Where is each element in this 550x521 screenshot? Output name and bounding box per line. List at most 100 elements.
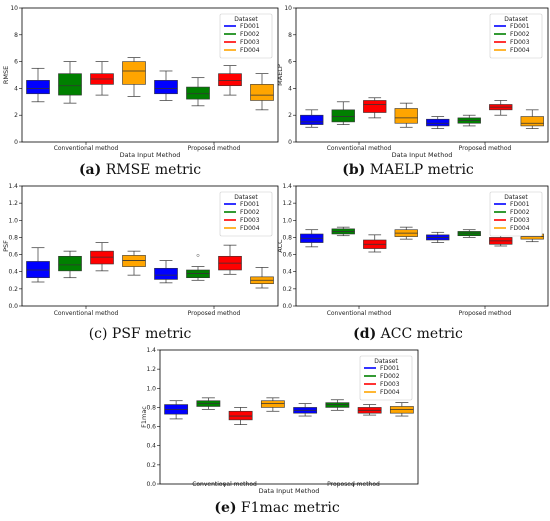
x-tick-label: Conventional method: [327, 310, 392, 317]
y-tick-label: 10: [284, 5, 292, 12]
legend-label-FD002: FD002: [510, 31, 530, 38]
x-tick-label: Conventional method: [327, 145, 392, 152]
box-FD004-1: [122, 57, 146, 97]
box-FD004-1: [394, 226, 418, 240]
y-axis-label: F1mac: [140, 406, 148, 428]
y-tick-label: 1.0: [146, 385, 156, 392]
legend-label-FD001: FD001: [510, 23, 530, 30]
plot-frame: [21, 7, 279, 143]
box-body: [457, 231, 481, 237]
caption: (b) MAELP metric: [342, 162, 474, 178]
box-FD003-1: [228, 407, 253, 426]
box-FD004-2: [389, 402, 414, 417]
box-FD004-1: [260, 397, 285, 412]
box-FD002-2: [186, 253, 210, 281]
y-tick-label: 1.0: [282, 217, 292, 224]
y-tick-label: 0.4: [146, 443, 156, 450]
box-FD001-2: [154, 70, 178, 101]
box-FD001-2: [426, 231, 450, 243]
y-tick-label: 6: [14, 59, 18, 66]
box-FD002-1: [58, 61, 82, 104]
chart-panel-3: 0.0 0.2 0.4 0.6 0.8 1.0 1.2 1.4 PSF Conventional …: [2, 183, 279, 342]
x-tick-label: Conventional method: [54, 310, 119, 317]
y-tick-label: 0.2: [282, 286, 292, 293]
caption-text: MAELP metric: [365, 162, 474, 178]
box-body: [122, 61, 146, 85]
y-tick-label: 0.4: [8, 269, 18, 276]
legend-box: [489, 191, 543, 237]
legend-title: Dataset: [504, 16, 528, 23]
y-axis-label: ACC: [276, 239, 284, 253]
y-tick-label: 1.4: [282, 183, 292, 190]
y-tick-label: 0.2: [8, 286, 18, 293]
box-FD002-2: [457, 229, 481, 238]
caption: (e) F1mac metric: [214, 500, 339, 516]
box-body: [520, 116, 544, 127]
legend-label-FD001: FD001: [240, 23, 260, 30]
y-tick-label: 0.0: [282, 303, 292, 310]
caption-letter: (d): [353, 326, 376, 342]
box-body: [90, 250, 114, 265]
box-body: [250, 84, 274, 101]
legend-label-FD001: FD001: [240, 201, 260, 208]
legend-label-FD003: FD003: [240, 39, 260, 46]
box-FD003-1: [363, 97, 387, 119]
outlier-point: [196, 253, 200, 257]
box-FD001-2: [293, 403, 318, 417]
box-FD004-1: [122, 250, 146, 276]
legend-label-FD004: FD004: [240, 47, 260, 54]
x-tick-label: Conventional method: [54, 145, 119, 152]
box-body: [389, 406, 414, 414]
x-tick-label: Proposed method: [459, 145, 512, 152]
legend-label-FD001: FD001: [380, 365, 400, 372]
y-tick-label: 0.8: [282, 234, 292, 241]
box-FD002-1: [58, 250, 82, 279]
box-FD004-2: [520, 109, 544, 129]
legend-label-FD002: FD002: [380, 373, 400, 380]
legend-title: Dataset: [234, 16, 258, 23]
y-tick-label: 6: [288, 59, 292, 66]
caption-letter: (a): [79, 162, 101, 178]
box-FD001-2: [154, 260, 178, 284]
box-FD003-1: [363, 234, 387, 253]
y-tick-label: 0.6: [146, 424, 156, 431]
caption-text: PSF metric: [107, 326, 191, 342]
y-tick-label: 0.0: [146, 481, 156, 488]
box-FD004-1: [394, 102, 418, 128]
box-body: [186, 269, 210, 279]
box-body: [260, 400, 285, 408]
box-body: [218, 73, 242, 87]
chart-panel-5: 0.0 0.2 0.4 0.6 0.8 1.0 1.2 1.4 F1mac Conventiona…: [140, 347, 419, 516]
box-FD001-1: [164, 400, 189, 420]
legend-box: [489, 13, 543, 59]
box-body: [154, 80, 178, 95]
caption-text: RMSE metric: [101, 162, 201, 178]
caption-letter: (c): [89, 326, 108, 342]
caption-letter: (b): [342, 162, 365, 178]
box-FD003-2: [489, 100, 513, 116]
box-body: [325, 402, 350, 408]
box-body: [300, 114, 324, 125]
y-tick-label: 0.8: [146, 404, 156, 411]
y-axis-label: MAELP: [276, 64, 284, 86]
y-tick-label: 2: [14, 112, 18, 119]
y-tick-label: 0.6: [8, 252, 18, 259]
box-body: [58, 73, 82, 96]
legend-label-FD004: FD004: [240, 225, 260, 232]
legend-label-FD003: FD003: [510, 217, 530, 224]
box-FD002-2: [325, 399, 350, 411]
x-tick-label: Proposed method: [327, 481, 380, 488]
plot-frame: [159, 349, 419, 485]
y-tick-label: 0.2: [146, 462, 156, 469]
legend-title: Dataset: [504, 194, 528, 201]
plot-frame: [295, 185, 549, 307]
box-body: [186, 86, 210, 100]
box-body: [26, 261, 50, 279]
box-FD003-2: [218, 65, 242, 96]
legend-label-FD004: FD004: [380, 389, 400, 396]
legend-label-FD004: FD004: [510, 47, 530, 54]
box-body: [228, 410, 253, 421]
